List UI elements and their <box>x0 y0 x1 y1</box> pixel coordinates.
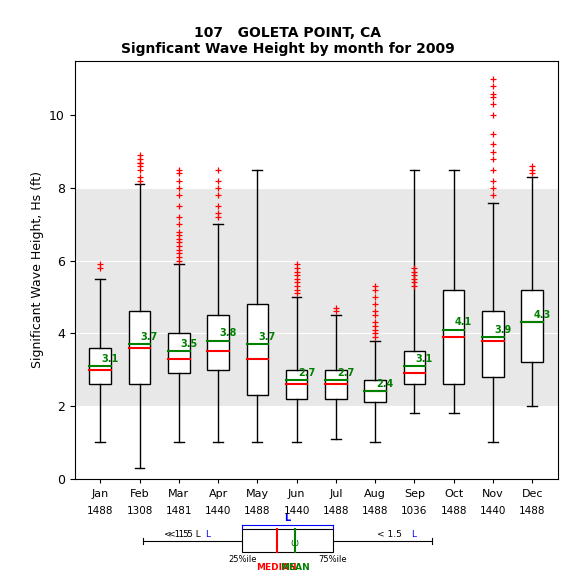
Text: 1481: 1481 <box>166 506 192 516</box>
Text: 3.7: 3.7 <box>259 332 276 342</box>
Text: Feb: Feb <box>130 489 150 499</box>
Text: Oct: Oct <box>444 489 463 499</box>
Text: ω: ω <box>290 538 299 548</box>
Text: 3.1: 3.1 <box>101 354 118 364</box>
Text: 75%ile: 75%ile <box>319 556 347 564</box>
Bar <box>286 369 308 398</box>
Text: 1440: 1440 <box>283 506 310 516</box>
Text: 1036: 1036 <box>401 506 428 516</box>
Y-axis label: Significant Wave Height, Hs (ft): Significant Wave Height, Hs (ft) <box>30 171 44 368</box>
Text: MEDIAN: MEDIAN <box>256 563 297 572</box>
Text: 1440: 1440 <box>205 506 231 516</box>
Bar <box>482 311 504 377</box>
Text: 4.3: 4.3 <box>534 310 551 320</box>
Bar <box>365 380 386 403</box>
Text: 1488: 1488 <box>362 506 388 516</box>
Text: Apr: Apr <box>209 489 228 499</box>
Bar <box>247 304 268 395</box>
Text: Mar: Mar <box>168 489 189 499</box>
Text: 3.1: 3.1 <box>416 354 433 364</box>
Text: Signficant Wave Height by month for 2009: Signficant Wave Height by month for 2009 <box>121 42 454 56</box>
Text: Dec: Dec <box>522 489 543 499</box>
Bar <box>404 351 426 384</box>
Bar <box>325 369 347 398</box>
Text: Nov: Nov <box>482 489 504 499</box>
Text: MEAN: MEAN <box>280 563 309 572</box>
Text: 1488: 1488 <box>519 506 546 516</box>
Text: 107   GOLETA POINT, CA: 107 GOLETA POINT, CA <box>194 26 381 40</box>
Bar <box>168 334 190 373</box>
Text: 1488: 1488 <box>323 506 349 516</box>
Text: L: L <box>205 531 210 539</box>
Text: 1308: 1308 <box>126 506 153 516</box>
Text: 2.7: 2.7 <box>298 368 315 378</box>
Bar <box>207 315 229 369</box>
Text: Jun: Jun <box>288 489 305 499</box>
Bar <box>75 188 558 406</box>
Text: 25%ile: 25%ile <box>228 556 256 564</box>
Text: 2.7: 2.7 <box>337 368 354 378</box>
Text: 3.7: 3.7 <box>141 332 158 342</box>
Text: 4.1: 4.1 <box>455 317 472 328</box>
Bar <box>443 289 465 384</box>
Text: 3.9: 3.9 <box>494 325 511 335</box>
Text: Aug: Aug <box>364 489 386 499</box>
Bar <box>129 311 150 384</box>
Text: < 1.5: < 1.5 <box>164 531 192 539</box>
Text: Jul: Jul <box>329 489 343 499</box>
Text: 1488: 1488 <box>87 506 113 516</box>
Text: Jan: Jan <box>91 489 109 499</box>
Text: L: L <box>285 513 290 523</box>
Text: < 1.5 L: < 1.5 L <box>168 531 201 539</box>
Text: May: May <box>246 489 269 499</box>
Text: < 1.5: < 1.5 <box>377 531 404 539</box>
Text: L: L <box>412 531 416 539</box>
Text: 3.5: 3.5 <box>180 339 197 349</box>
Text: 2.4: 2.4 <box>376 379 393 389</box>
Text: 3.8: 3.8 <box>219 328 237 338</box>
Bar <box>522 289 543 362</box>
Text: 1440: 1440 <box>480 506 506 516</box>
Text: 1488: 1488 <box>244 506 271 516</box>
Text: Sep: Sep <box>404 489 425 499</box>
Bar <box>243 529 332 552</box>
Bar <box>90 348 111 384</box>
Text: 1488: 1488 <box>440 506 467 516</box>
